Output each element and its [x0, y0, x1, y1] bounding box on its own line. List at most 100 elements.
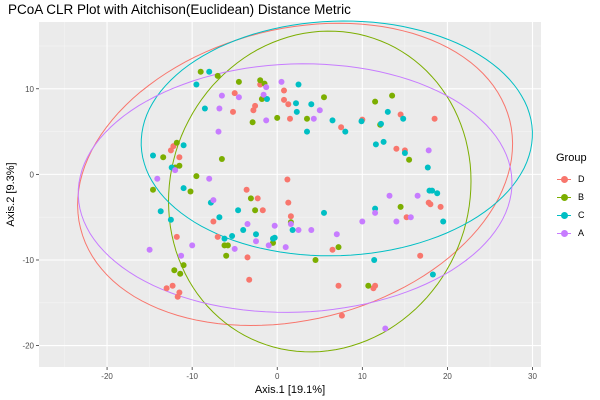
point-group-a [310, 115, 317, 122]
point-group-c [434, 190, 441, 197]
point-group-d [285, 199, 292, 206]
point-group-d [243, 186, 250, 193]
point-group-c [342, 128, 349, 135]
point-group-a [407, 214, 414, 221]
data-points [146, 68, 447, 332]
point-group-d [214, 233, 221, 240]
x-tick-label: 30 [528, 372, 537, 381]
point-group-c [358, 118, 365, 125]
point-group-a [271, 222, 278, 229]
point-group-d [281, 87, 287, 94]
ellipse-group-c [140, 20, 533, 257]
point-group-a [253, 238, 259, 245]
legend-title: Group [556, 152, 587, 164]
legend-item-a: A [556, 224, 587, 242]
point-group-b [312, 257, 319, 263]
point-group-b [160, 154, 167, 161]
point-group-c [167, 216, 174, 223]
y-tick-label: -20 [22, 342, 34, 351]
point-group-a [146, 246, 153, 253]
point-group-c [253, 231, 259, 238]
point-group-a [206, 175, 213, 182]
point-group-c [240, 227, 247, 233]
plot-panel [39, 22, 541, 367]
point-group-b [180, 262, 187, 269]
legend-item-c: C [556, 206, 587, 224]
point-group-c [216, 214, 223, 221]
legend-point [560, 211, 568, 219]
point-group-b [187, 188, 194, 195]
point-group-d [285, 101, 292, 108]
point-group-b [252, 207, 259, 214]
legend-label: B [578, 192, 585, 202]
point-group-b [224, 242, 231, 249]
x-axis-title: Axis.1 [19.1%] [255, 384, 325, 396]
point-group-d [281, 96, 287, 103]
point-group-d [169, 282, 176, 289]
point-group-c [235, 207, 242, 214]
point-group-d [246, 276, 253, 283]
point-group-b [257, 77, 264, 84]
legend-label: C [578, 210, 585, 220]
point-group-a [218, 92, 225, 99]
legend-item-d: D [556, 170, 587, 188]
point-group-a [263, 117, 270, 124]
point-group-a [393, 218, 400, 225]
point-group-b [235, 78, 242, 85]
point-group-d [173, 233, 180, 240]
point-group-d [431, 115, 438, 122]
x-tick-label: 0 [275, 372, 280, 381]
confidence-ellipses [77, 20, 533, 353]
point-group-d [417, 252, 424, 259]
point-group-b [177, 270, 184, 277]
legend-key-d [556, 171, 572, 187]
point-group-d [230, 108, 236, 115]
point-group-a [282, 244, 289, 251]
point-group-a [216, 105, 223, 112]
point-group-d [403, 214, 410, 221]
point-group-c [293, 108, 300, 115]
point-group-c [372, 141, 379, 148]
point-group-a [386, 192, 393, 199]
point-group-d [437, 203, 444, 210]
y-tick-label: -10 [22, 256, 34, 265]
point-group-c [371, 257, 378, 263]
point-group-a [425, 147, 432, 154]
point-group-b [365, 282, 372, 289]
ellipse-group-a [77, 63, 513, 313]
point-group-a [244, 221, 251, 227]
point-group-c [429, 187, 436, 194]
point-group-a [263, 84, 270, 91]
point-group-a [231, 245, 238, 252]
point-group-d [287, 213, 294, 220]
point-group-d [393, 145, 400, 152]
point-group-c [372, 205, 379, 212]
point-group-a [154, 175, 161, 182]
point-group-a [287, 221, 294, 227]
point-group-c [206, 68, 213, 75]
point-group-d [370, 285, 377, 292]
chart-title: PCoA CLR Plot with Aitchison(Euclidean) … [8, 2, 351, 17]
point-group-c [201, 105, 208, 112]
point-group-a [359, 218, 366, 225]
point-group-d [254, 195, 261, 202]
point-group-b [335, 244, 342, 251]
point-group-c [304, 128, 310, 135]
point-group-b [150, 186, 156, 193]
point-group-d [427, 201, 434, 208]
point-group-a [260, 91, 267, 98]
point-group-a [316, 107, 323, 114]
legend-item-b: B [556, 188, 587, 206]
point-group-b [389, 92, 396, 99]
point-group-c [221, 235, 228, 242]
point-group-d [338, 124, 345, 131]
point-group-a [265, 242, 272, 249]
x-tick-label: -20 [101, 372, 113, 381]
point-group-d [163, 285, 170, 292]
point-group-d [210, 218, 217, 225]
point-group-c [157, 208, 164, 215]
point-group-a [215, 128, 222, 135]
point-group-b [173, 139, 180, 146]
